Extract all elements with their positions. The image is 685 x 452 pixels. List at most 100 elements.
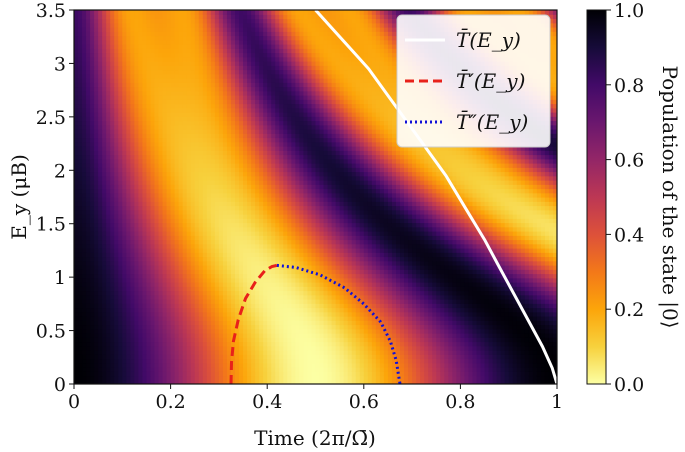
heatmap-cell [226,231,232,236]
heatmap-cell [247,150,252,156]
heatmap-cell [247,269,252,275]
heatmap-cell [251,192,256,198]
heatmap-cell [247,222,252,228]
heatmap-cell [226,328,232,334]
heatmap-cell [190,358,196,364]
heatmap-cell [102,235,107,241]
heatmap-cell [239,282,244,287]
heatmap-cell [299,362,305,368]
heatmap-cell [186,269,192,275]
heatmap-cell [263,163,268,168]
heatmap-cell [222,265,228,270]
heatmap-cell [154,226,160,232]
heatmap-cell [279,18,284,24]
heatmap-cell [235,218,240,224]
heatmap-cell [206,35,212,41]
heatmap-cell [110,69,115,75]
heatmap-cell [174,133,180,139]
heatmap-cell [158,307,164,313]
heatmap-cell [247,61,252,66]
heatmap-cell [162,333,168,338]
heatmap-cell [255,248,260,253]
heatmap-cell [291,78,296,83]
heatmap-cell [190,154,196,160]
heatmap-cell [206,222,212,228]
heatmap-cell [98,73,103,79]
heatmap-cell [94,316,99,321]
heatmap-cell [146,226,152,232]
heatmap-cell [287,294,292,300]
heatmap-cell [267,167,272,173]
heatmap-cell [279,90,284,96]
heatmap-cell [243,371,248,377]
heatmap-cell [194,290,200,296]
heatmap-cell [182,226,188,232]
heatmap-cell [142,39,148,45]
heatmap-cell [130,324,135,330]
heatmap-cell [239,180,244,185]
heatmap-cell [142,226,148,232]
heatmap-cell [106,120,111,126]
heatmap-cell [178,299,184,304]
heatmap-cell [78,311,83,317]
heatmap-cell [186,52,192,58]
heatmap-cell [94,154,99,160]
heatmap-cell [218,184,224,190]
heatmap-cell [126,307,131,313]
heatmap-cell [146,256,152,262]
heatmap-cell [247,328,252,334]
heatmap-cell [295,124,301,130]
heatmap-cell [154,154,160,160]
heatmap-cell [94,337,99,343]
heatmap-cell [166,209,172,215]
heatmap-cell [98,265,103,270]
heatmap-cell [94,256,99,262]
heatmap-cell [186,129,192,134]
heatmap-cell [222,141,228,147]
heatmap-cell [102,345,107,351]
heatmap-cell [134,256,140,262]
heatmap-cell [186,371,192,377]
heatmap-cell [178,316,184,321]
heatmap-cell [243,311,248,317]
heatmap-cell [134,56,140,62]
heatmap-cell [287,27,292,32]
heatmap-cell [174,197,180,202]
heatmap-cell [243,218,248,224]
heatmap-cell [178,358,184,364]
heatmap-cell [174,141,180,147]
heatmap-cell [226,265,232,270]
heatmap-cell [78,137,83,143]
heatmap-cell [299,95,305,100]
heatmap-cell [158,133,164,139]
heatmap-cell [194,345,200,351]
heatmap-cell [251,52,256,58]
heatmap-cell [295,31,301,37]
heatmap-cell [251,44,256,49]
heatmap-cell [94,103,99,109]
heatmap-cell [74,350,79,355]
heatmap-cell [82,375,87,381]
heatmap-cell [243,256,248,262]
heatmap-cell [226,290,232,296]
heatmap-cell [118,188,123,194]
heatmap-cell [239,269,244,275]
heatmap-cell [174,214,180,219]
heatmap-cell [283,22,288,28]
heatmap-cell [279,56,284,62]
heatmap-cell [158,150,164,156]
heatmap-cell [230,367,236,372]
heatmap-cell [210,226,216,232]
heatmap-cell [86,154,91,160]
heatmap-cell [106,56,111,62]
heatmap-cell [138,303,144,309]
heatmap-cell [142,350,148,355]
heatmap-cell [162,354,168,360]
heatmap-cell [226,218,232,224]
heatmap-cell [90,226,95,232]
heatmap-cell [263,307,268,313]
heatmap-cell [235,256,240,262]
heatmap-cell [142,167,148,173]
heatmap-cell [218,277,224,283]
heatmap-cell [114,171,119,177]
